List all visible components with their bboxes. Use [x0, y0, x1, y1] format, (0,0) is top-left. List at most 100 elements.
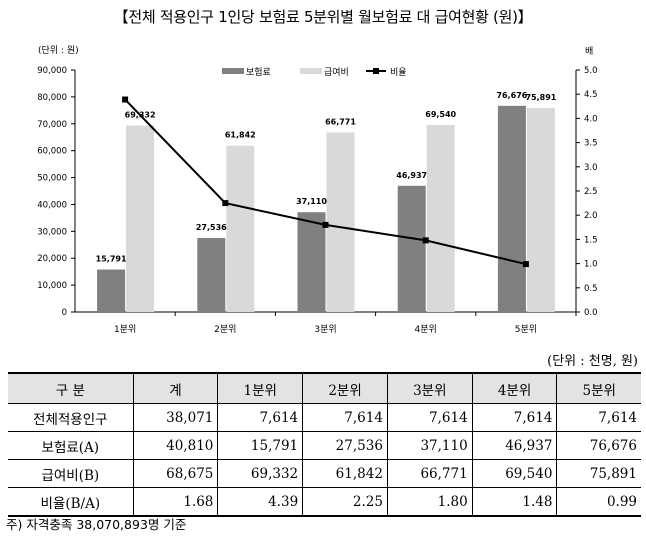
right-unit-label: 배	[585, 46, 593, 57]
table-cell: 7,614	[302, 403, 388, 432]
table-cell: 38,071	[132, 403, 219, 432]
row-label: 비율(B/A)	[8, 487, 134, 517]
table-cell: 1.80	[386, 487, 473, 517]
legend-label-premium: 보험료	[246, 67, 271, 78]
legend-label-ratio: 비율	[390, 67, 407, 78]
table-row: 전체적용인구 38,071 7,614 7,614 7,614 7,614 7,614	[8, 403, 641, 432]
table-row: 비율(B/A) 1.68 4.39 2.25 1.80 1.48 0.99	[8, 487, 641, 517]
row-label: 급여비(B)	[8, 459, 134, 488]
table-unit: (단위 : 천명, 원)	[547, 354, 638, 369]
table-cell: 7,614	[217, 403, 304, 432]
ratio-point	[422, 237, 429, 244]
category-label: 2분위	[214, 324, 236, 335]
bar-premium	[97, 269, 126, 312]
legend-label-benefit: 급여비	[324, 66, 349, 78]
left-tick-label: 60,000	[37, 147, 67, 157]
legend-marker-ratio	[373, 68, 379, 74]
category-label: 3분위	[314, 324, 336, 335]
table-cell: 37,110	[386, 431, 473, 460]
table-cell: 2.25	[302, 487, 388, 517]
column-header: 3분위	[386, 372, 473, 404]
right-tick-label: 0.0	[584, 308, 598, 318]
left-tick-label: 80,000	[37, 93, 67, 103]
table-cell: 7,614	[471, 403, 558, 432]
right-tick-label: 5.0	[584, 66, 598, 76]
column-header: 4분위	[471, 372, 558, 404]
table-cell: 76,676	[556, 431, 641, 460]
table-cell: 1.68	[132, 487, 219, 517]
table-cell: 27,536	[302, 431, 388, 460]
bar-benefit	[526, 107, 555, 312]
ratio-point	[322, 221, 329, 228]
table-cell: 7,614	[556, 403, 641, 432]
bar-premium	[497, 105, 526, 312]
left-tick-label: 90,000	[37, 66, 67, 76]
bar-label-premium: 15,791	[96, 255, 127, 264]
left-tick-label: 20,000	[37, 254, 67, 264]
table-cell: 7,614	[386, 403, 473, 432]
category-label: 1분위	[114, 324, 136, 335]
table-cell: 4.39	[217, 487, 304, 517]
ratio-point	[122, 96, 129, 103]
table-cell: 1.48	[471, 487, 558, 517]
combo-chart: (단위 : 원) 배 0 10,000 20,000 30,000 40,000 50,000…	[37, 45, 598, 335]
right-tick-label: 1.0	[584, 260, 598, 270]
chart-title: 【전체 적용인구 1인당 보험료 5분위별 월보험료 대 급여현황 (원)】	[113, 8, 533, 26]
category-label: 5분위	[515, 324, 537, 335]
data-table: 구 분 계 1분위 2분위 3분위 4분위 5분위 전체적용인구 38,071 7,614 7,6…	[8, 372, 641, 517]
table-cell: 15,791	[217, 431, 304, 460]
right-tick-label: 2.0	[584, 211, 598, 221]
column-header: 2분위	[302, 372, 388, 404]
bar-label-premium: 37,110	[296, 197, 327, 206]
column-header: 5분위	[556, 372, 641, 404]
table-row: 급여비(B) 68,675 69,332 61,842 66,771 69,540 75,8…	[8, 459, 641, 488]
table-cell: 0.99	[556, 487, 641, 517]
right-tick-label: 2.5	[584, 187, 598, 197]
bar-premium	[397, 185, 426, 312]
left-tick-label: 0	[62, 308, 67, 318]
left-unit-label: (단위 : 원)	[38, 45, 79, 56]
row-label: 전체적용인구	[8, 403, 134, 432]
left-tick-label: 40,000	[37, 200, 67, 210]
column-header: 구 분	[8, 372, 134, 404]
bar-label-benefit: 69,540	[425, 110, 456, 119]
column-header: 계	[132, 372, 219, 404]
ratio-point	[522, 261, 529, 268]
table-cell: 61,842	[302, 459, 388, 488]
bar-label-premium: 76,676	[496, 91, 527, 100]
bar-label-benefit: 75,891	[525, 93, 556, 102]
bar-premium	[297, 212, 326, 312]
right-tick-label: 4.5	[584, 90, 598, 100]
right-tick-label: 0.5	[584, 284, 598, 294]
row-label: 보험료(A)	[8, 431, 134, 460]
right-tick-label: 3.5	[584, 139, 598, 149]
category-label: 4분위	[415, 324, 437, 335]
table-cell: 66,771	[386, 459, 473, 488]
bar-benefit	[126, 125, 155, 313]
ratio-point	[222, 200, 229, 207]
left-tick-label: 10,000	[37, 281, 67, 291]
table-cell: 68,675	[132, 459, 219, 488]
bar-label-benefit: 61,842	[225, 131, 256, 140]
column-header: 1분위	[217, 372, 304, 404]
right-tick-label: 4.0	[584, 114, 598, 124]
table-cell: 46,937	[471, 431, 558, 460]
bar-label-premium: 27,536	[196, 223, 227, 232]
legend-swatch-premium	[222, 68, 244, 74]
table-row: 보험료(A) 40,810 15,791 27,536 37,110 46,937 76,6…	[8, 431, 641, 460]
bar-benefit	[426, 125, 455, 312]
bar-premium	[197, 237, 226, 312]
bar-label-premium: 46,937	[396, 171, 427, 180]
bar-benefit	[326, 132, 355, 312]
bar-label-benefit: 66,771	[325, 117, 356, 126]
table-header-row: 구 분 계 1분위 2분위 3분위 4분위 5분위	[8, 372, 641, 404]
table-cell: 69,540	[471, 459, 558, 488]
left-tick-label: 30,000	[37, 227, 67, 237]
table-cell: 69,332	[217, 459, 304, 488]
bar-benefit	[226, 145, 255, 312]
left-tick-label: 70,000	[37, 120, 67, 130]
left-tick-label: 50,000	[37, 174, 67, 184]
footnote: 주) 자격충족 38,070,893명 기준	[6, 517, 187, 532]
table-cell: 40,810	[132, 431, 219, 460]
